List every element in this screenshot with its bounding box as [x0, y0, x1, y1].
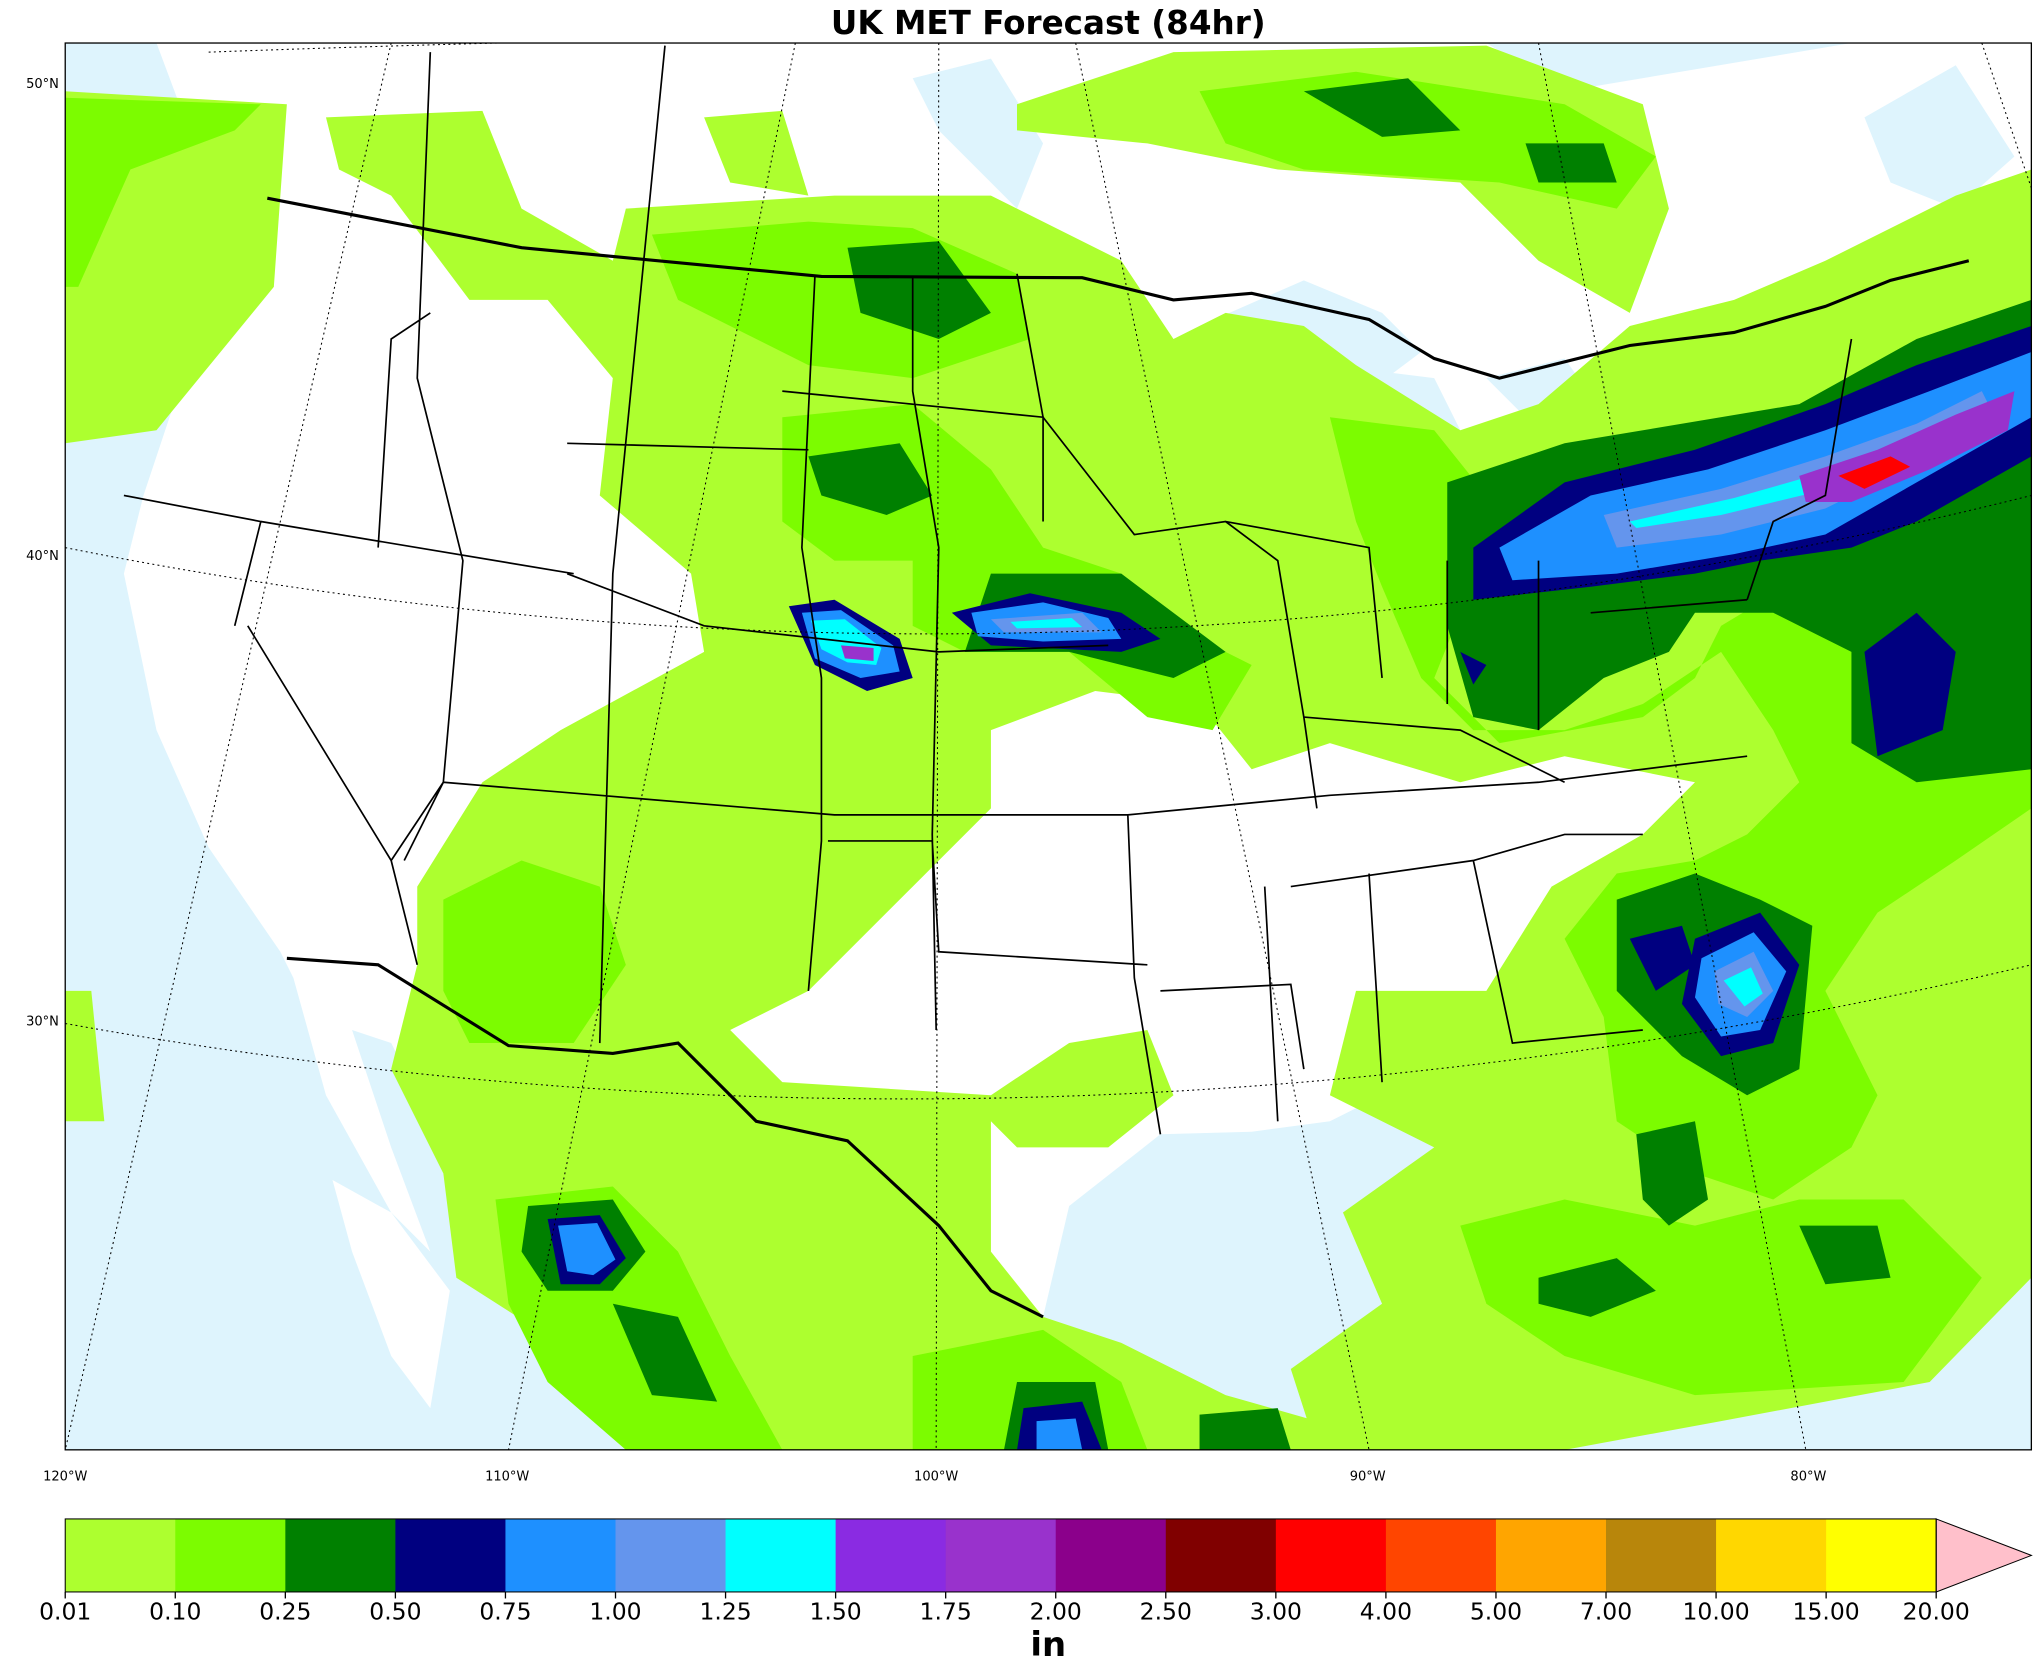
- map: [65, 43, 2032, 1450]
- colorbar-box: [1716, 1518, 1827, 1592]
- colorbar-outline: [64, 1518, 1937, 1593]
- borders: [65, 43, 2032, 1450]
- colorbar-tick-label: 3.00: [1250, 1597, 1302, 1625]
- colorbar-box: [1826, 1518, 1937, 1592]
- colorbar-tick-label: 20.00: [1903, 1597, 1970, 1625]
- colorbar-box: [1165, 1518, 1277, 1592]
- colorbar-extension: [1935, 1518, 2033, 1593]
- colorbar-box: [725, 1518, 837, 1592]
- colorbar-tick-label: 10.00: [1682, 1597, 1749, 1625]
- lon-label: 110°W: [485, 1470, 529, 1485]
- colorbar-box: [285, 1518, 397, 1592]
- colorbar-box: [505, 1518, 617, 1592]
- colorbar-tick-label: 5.00: [1470, 1597, 1522, 1625]
- colorbar-tick-label: 1.75: [920, 1597, 972, 1625]
- colorbar-box: [1055, 1518, 1167, 1592]
- map-frame: [64, 42, 2033, 1451]
- lat-label: 40°N: [26, 549, 59, 564]
- colorbar-tick-label: 1.25: [699, 1597, 751, 1625]
- colorbar-tick-label: 0.50: [369, 1597, 421, 1625]
- colorbar-box: [175, 1518, 286, 1592]
- colorbar-tick-label: 7.00: [1580, 1597, 1632, 1625]
- colorbar-tick-label: 1.00: [589, 1597, 641, 1625]
- lon-label: 80°W: [1790, 1470, 1826, 1485]
- colorbar-tick-label: 0.25: [259, 1597, 311, 1625]
- title: UK MET Forecast (84hr): [831, 4, 1266, 42]
- colorbar-label: in: [1030, 1625, 1066, 1664]
- lon-label: 100°W: [914, 1470, 958, 1485]
- colorbar-box: [835, 1518, 947, 1592]
- colorbar-tick-label: 0.10: [149, 1597, 201, 1625]
- colorbar-box: [1495, 1518, 1607, 1592]
- lon-label: 120°W: [43, 1470, 87, 1485]
- colorbar-box: [615, 1518, 727, 1592]
- land-baja: [332, 1179, 450, 1409]
- colorbar-tick-label: 4.00: [1360, 1597, 1412, 1625]
- colorbar-tick-label: 0.75: [479, 1597, 531, 1625]
- lon-label: 90°W: [1350, 1470, 1386, 1485]
- colorbar-tick-label: 2.00: [1030, 1597, 1082, 1625]
- colorbar-tick-label: 15.00: [1793, 1597, 1860, 1625]
- colorbar-box: [65, 1518, 176, 1592]
- colorbar: 0.01 0.10 0.25 0.50 0.75 1.00 1.25 1.50 1.75 2.00…: [39, 1518, 2033, 1625]
- lat-label: 30°N: [26, 1015, 59, 1030]
- lat-label: 50°N: [26, 77, 59, 92]
- colorbar-box: [1385, 1518, 1497, 1592]
- colorbar-tick-label: 1.50: [810, 1597, 862, 1625]
- precip: [65, 45, 2032, 1450]
- colorbar-box: [945, 1518, 1057, 1592]
- colorbar-box: [395, 1518, 507, 1592]
- colorbar-tick-label: 2.50: [1140, 1597, 1192, 1625]
- colorbar-box: [1606, 1518, 1717, 1592]
- colorbar-tick-label: 0.01: [39, 1597, 91, 1625]
- colorbar-box: [1275, 1518, 1387, 1592]
